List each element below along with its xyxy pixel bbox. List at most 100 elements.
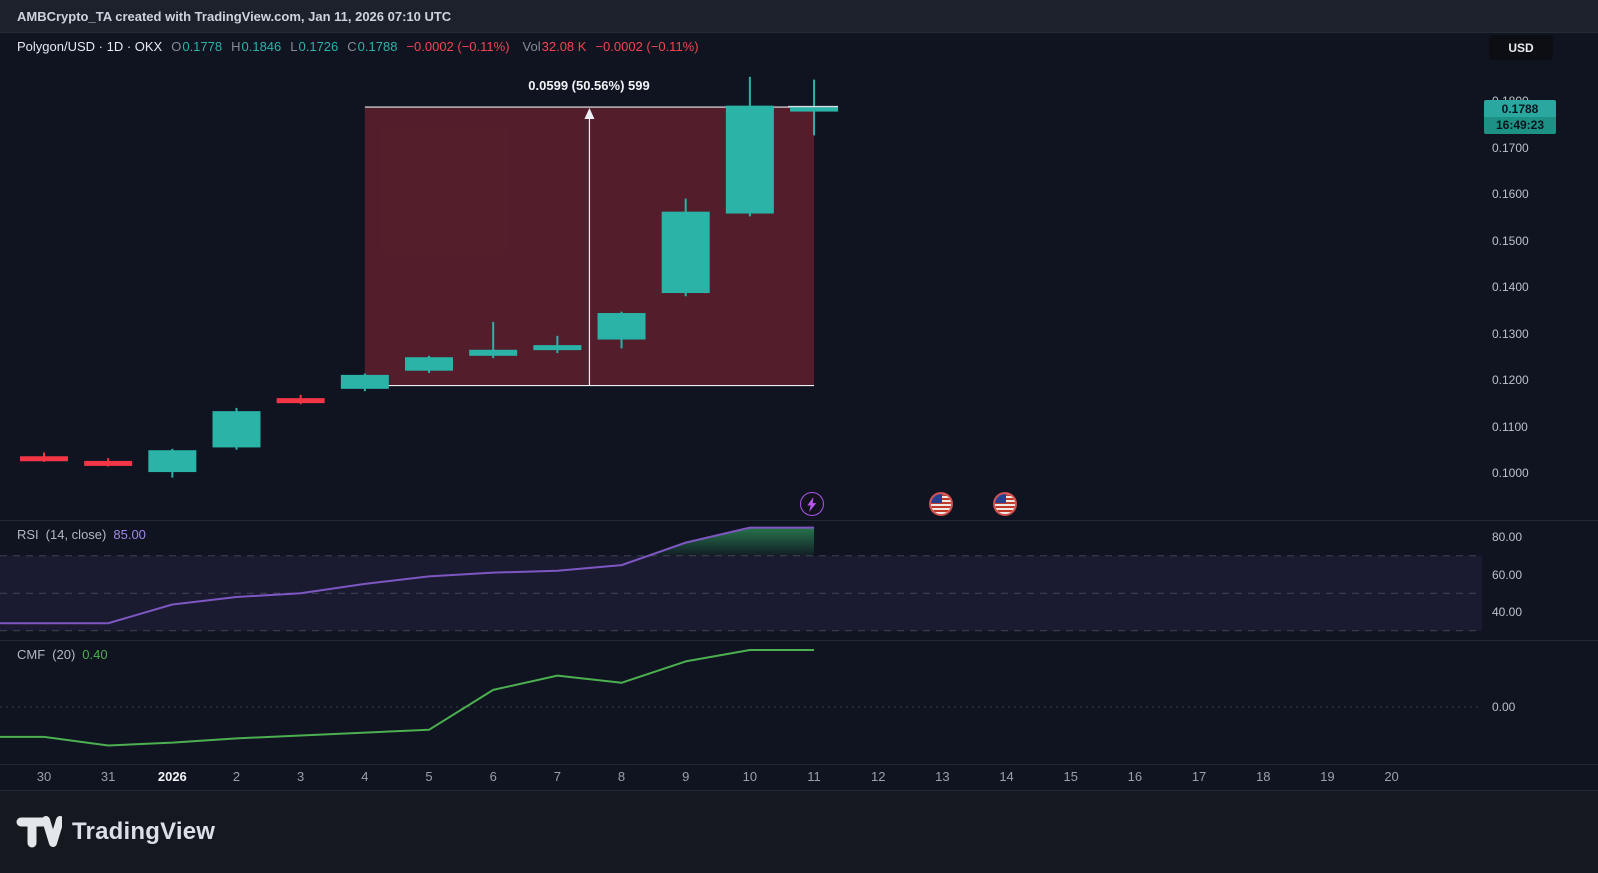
ohlc-high-label: H — [231, 39, 241, 54]
axis-tick-label: 0.1400 — [1492, 280, 1529, 294]
candle-body — [276, 398, 325, 404]
ohlc-low-label: L — [290, 39, 298, 54]
attribution-bar: AMBCrypto_TA created with TradingView.co… — [0, 0, 1598, 33]
price-range-arrow-head — [584, 108, 595, 120]
axis-tick-label: 80.00 — [1492, 530, 1523, 544]
rsi-value: 85.00 — [113, 527, 146, 542]
candle-countdown: 16:49:23 — [1484, 117, 1556, 134]
cmf-params: (20) — [52, 647, 76, 662]
us-flag-glyph — [931, 494, 951, 514]
ohlc-open: O0.1778 — [171, 39, 222, 54]
candle-body — [20, 456, 68, 462]
candle-body — [148, 450, 197, 473]
time-tick-label: 30 — [36, 769, 52, 784]
axis-tick-label: 0.1300 — [1492, 326, 1529, 341]
axis-tick-label: 0.1200 — [1492, 373, 1529, 387]
time-axis[interactable]: 30 31 2026 2 3 4 5 6 7 8 9 10 11 12 13 14 15 16 17 18 19 20 — [0, 763, 1598, 790]
us-flag-event-icon[interactable] — [993, 492, 1017, 516]
price-range-tool-label[interactable]: 0.0599 (50.56%) 599 — [528, 78, 650, 93]
tradingview-wordmark: TradingView — [72, 818, 216, 845]
axis-tick-label: 0.1000 — [1492, 466, 1529, 480]
cmf-title: CMF — [17, 647, 46, 662]
price-axis[interactable]: 0.18000.17000.16000.15000.14000.13000.12… — [1484, 0, 1598, 790]
candle-body — [725, 105, 774, 214]
time-tick-label: 12 — [870, 769, 886, 784]
time-tick-label: 13 — [935, 769, 950, 784]
time-tick-label: 7 — [553, 769, 561, 784]
axis-tick-label: 0.1100 — [1492, 419, 1528, 434]
us-flag-event-icon[interactable] — [929, 492, 953, 516]
symbol-info-bar[interactable]: Polygon/USD · 1D · OKX O0.1778 H0.1846 L… — [17, 39, 699, 54]
cmf-legend[interactable]: CMF (20) 0.40 — [17, 647, 108, 662]
axis-tick-label: 0.00 — [1492, 700, 1516, 714]
time-tick-label: 2 — [232, 769, 241, 784]
candle-body — [84, 460, 133, 466]
ohlc-low: L0.1726 — [290, 39, 338, 54]
rsi-params: (14, close) — [45, 527, 107, 542]
axis-tick-label: 60.00 — [1492, 567, 1523, 582]
us-flag-glyph — [995, 494, 1015, 514]
rsi-line — [0, 526, 815, 625]
price-change: −0.0002 (−0.11%) — [406, 39, 510, 54]
ohlc-open-label: O — [171, 39, 182, 54]
rsi-band — [0, 555, 1482, 631]
time-tick-label: 3 — [297, 769, 305, 784]
candle-body — [533, 345, 582, 351]
time-tick-label: 18 — [1255, 769, 1271, 784]
time-tick-label: 15 — [1063, 769, 1078, 784]
ohlc-open-value: 0.1778 — [182, 39, 223, 54]
axis-tick-label: 0.1500 — [1492, 233, 1529, 248]
time-tick-label: 8 — [617, 769, 626, 784]
rsi-title: RSI — [17, 527, 39, 542]
footer-bar: TradingView — [0, 790, 1598, 873]
time-tick-label: 5 — [425, 769, 433, 784]
time-tick-label: 17 — [1191, 769, 1207, 784]
rsi-overbought-fill — [648, 527, 815, 556]
candle-body — [405, 357, 454, 371]
rsi-legend[interactable]: RSI (14, close) 85.00 — [17, 527, 146, 542]
last-price-value: 0.1788 — [1484, 100, 1556, 117]
time-tick-label: 19 — [1320, 769, 1335, 784]
cmf-line — [0, 649, 815, 747]
lightning-bolt-glyph — [807, 496, 817, 512]
time-tick-label: 6 — [489, 769, 497, 784]
time-tick-label: 10 — [742, 769, 758, 784]
cmf-value: 0.40 — [82, 647, 108, 662]
currency-toggle-button[interactable]: USD — [1489, 35, 1553, 60]
volume-label: Vol — [522, 39, 541, 54]
axis-tick-label: 0.1600 — [1492, 187, 1529, 201]
ohlc-low-value: 0.1726 — [298, 39, 339, 54]
ohlc-close-value: 0.1788 — [357, 39, 398, 54]
volume: Vol32.08 K — [523, 39, 587, 54]
time-tick-label: 11 — [807, 769, 821, 784]
tradingview-logo-icon — [16, 816, 62, 848]
axis-tick-label: 0.1700 — [1492, 140, 1529, 155]
lightning-event-icon[interactable] — [800, 492, 824, 516]
symbol-title[interactable]: Polygon/USD · 1D · OKX — [17, 39, 163, 54]
time-tick-label: 31 — [100, 769, 116, 784]
time-tick-label: 4 — [361, 769, 369, 784]
axis-tick-label: 40.00 — [1492, 605, 1523, 619]
candle-body — [661, 211, 710, 294]
ohlc-close-label: C — [347, 39, 357, 54]
candle-body — [790, 106, 839, 112]
time-tick-label: 2026 — [157, 769, 187, 784]
candle-body — [212, 411, 261, 448]
volume-change: −0.0002 (−0.11%) — [595, 39, 699, 54]
ohlc-high-value: 0.1846 — [241, 39, 282, 54]
time-tick-label: 20 — [1384, 769, 1399, 784]
ohlc-close: C0.1788 — [347, 39, 397, 54]
time-tick-label: 16 — [1127, 769, 1143, 784]
ohlc-high: H0.1846 — [231, 39, 281, 54]
last-price-badge: 0.1788 16:49:23 — [1484, 100, 1556, 134]
time-tick-label: 9 — [682, 769, 690, 784]
time-tick-label: 14 — [999, 769, 1014, 784]
candle-body — [340, 374, 389, 389]
attribution-text: AMBCrypto_TA created with TradingView.co… — [17, 8, 452, 24]
candle-body — [597, 313, 646, 340]
candle-body — [469, 349, 518, 356]
tradingview-logo[interactable]: TradingView — [16, 815, 215, 849]
volume-value: 32.08 K — [541, 39, 587, 54]
